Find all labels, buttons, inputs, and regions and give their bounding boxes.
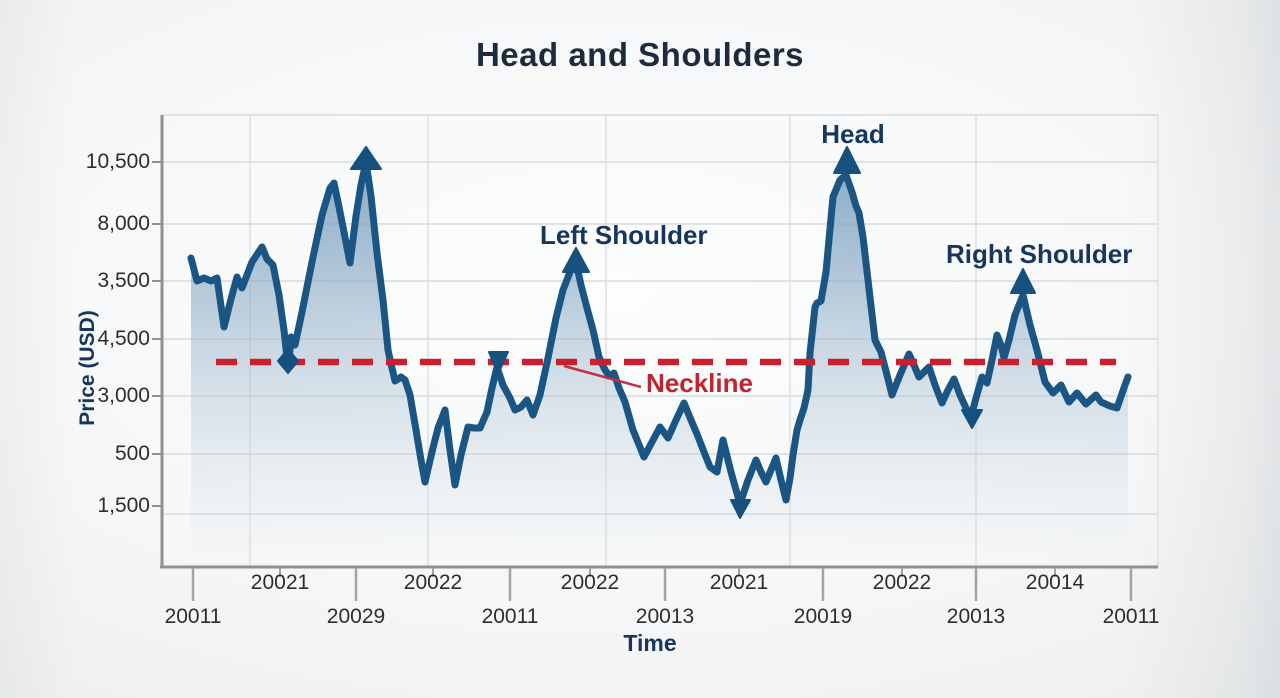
x-tick-label: 20022 [403,571,463,594]
arrow-up-marker [1010,268,1036,294]
arrow-down-marker [961,409,983,429]
annotation-left-shoulder: Left Shoulder [540,220,708,250]
y-tick-label: 3,500 [97,269,150,292]
x-tick-label: 20011 [164,605,222,628]
y-tick-label: 8,000 [97,212,150,235]
diamond-marker [277,348,299,374]
arrow-up-marker [562,247,590,273]
x-tick-label: 20014 [1025,571,1085,594]
annotation-right-shoulder: Right Shoulder [946,239,1133,269]
y-tick-label: 3,000 [97,384,150,407]
x-tick-label: 20011 [1102,605,1160,628]
arrow-up-marker [833,146,861,174]
x-tick-label: 20029 [326,605,386,628]
chart-title: Head and Shoulders [475,36,805,73]
y-axis-title: Price (USD) [76,310,99,426]
price-area-fill [191,162,1128,556]
y-tick-label: 4,500 [97,327,150,350]
x-axis-title: Time [623,630,677,656]
x-tick-label: 20021 [250,571,310,594]
x-tick-label: 20013 [635,605,695,628]
neckline-leader-line [563,364,642,389]
x-tick-label: 20013 [946,605,1006,628]
price-line [187,158,1132,508]
x-tick-label: 20019 [793,605,853,628]
y-tick-label: 1,500 [97,494,150,517]
x-tick-label: 20022 [872,571,932,594]
y-tick-label: 500 [114,442,150,465]
x-tick-label: 20022 [560,571,620,594]
annotation-neckline: Neckline [646,368,753,398]
x-tick-label: 20021 [709,571,769,594]
y-tick-label: 10,500 [85,150,150,173]
arrow-up-marker [350,146,382,170]
arrow-down-marker [730,499,751,519]
arrow-down-marker [488,351,509,375]
x-tick-label: 20011 [481,605,539,628]
annotation-head: Head [821,119,885,149]
